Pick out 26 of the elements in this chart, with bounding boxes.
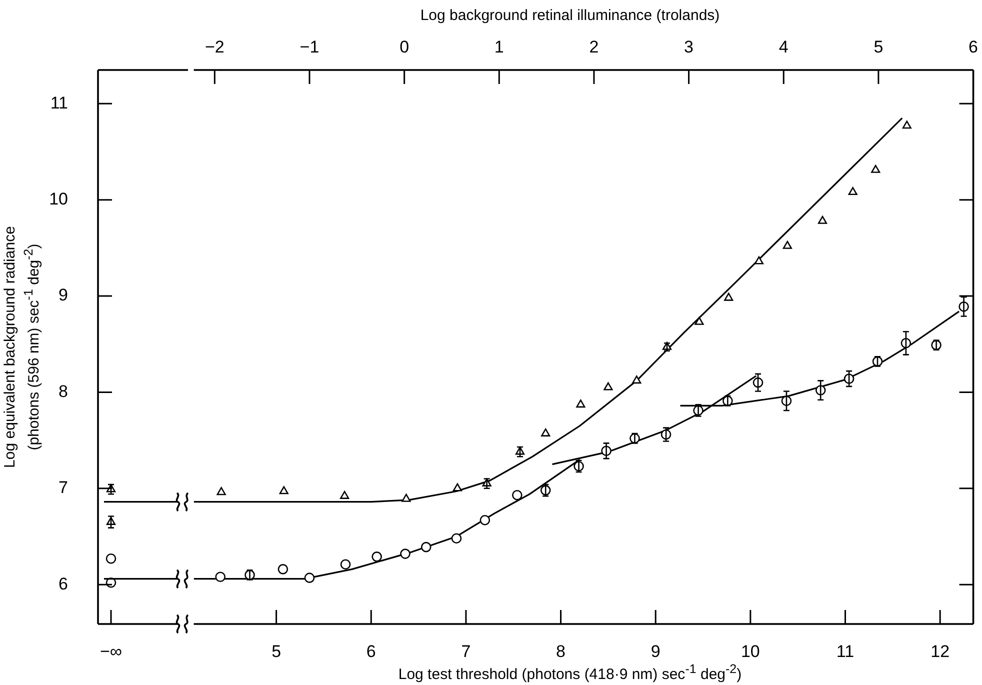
x-tick-label: 9 xyxy=(650,642,660,661)
x-tick-label: 5 xyxy=(272,642,282,661)
y-tick-label: 9 xyxy=(58,286,68,305)
x-tick-label: 10 xyxy=(740,642,760,661)
x2-tick-label: −2 xyxy=(204,37,224,56)
y-tick-label: 7 xyxy=(58,478,68,498)
x2-tick-label: 6 xyxy=(968,37,978,56)
x-tick-label: 12 xyxy=(930,642,950,661)
x-tick-label: −∞ xyxy=(100,642,122,661)
x-tick-label: 11 xyxy=(836,642,854,661)
y-tick-label: 6 xyxy=(58,574,68,594)
x2-tick-label: 0 xyxy=(400,37,410,56)
x2-tick-label: 3 xyxy=(684,37,694,56)
x-tick-label: 7 xyxy=(461,642,471,661)
x2-tick-label: 5 xyxy=(874,37,884,56)
x-tick-label: 8 xyxy=(556,642,566,661)
x2-tick-label: −1 xyxy=(300,37,320,56)
y-tick-label: 8 xyxy=(58,382,68,401)
x2-tick-label: 2 xyxy=(589,37,599,56)
x2-axis-title: Log background retinal illuminance (trolands) xyxy=(419,7,721,24)
x-axis-title: Log test threshold (photons (418·9 nm) sec$^{-1}$ deg$^{-2}$) xyxy=(397,662,743,683)
y-tick-label: 11 xyxy=(50,93,68,112)
x2-tick-label: 1 xyxy=(494,37,504,56)
x-tick-label: 6 xyxy=(366,642,376,661)
x2-tick-label: 4 xyxy=(778,37,788,56)
y-tick-label: 10 xyxy=(49,190,68,209)
